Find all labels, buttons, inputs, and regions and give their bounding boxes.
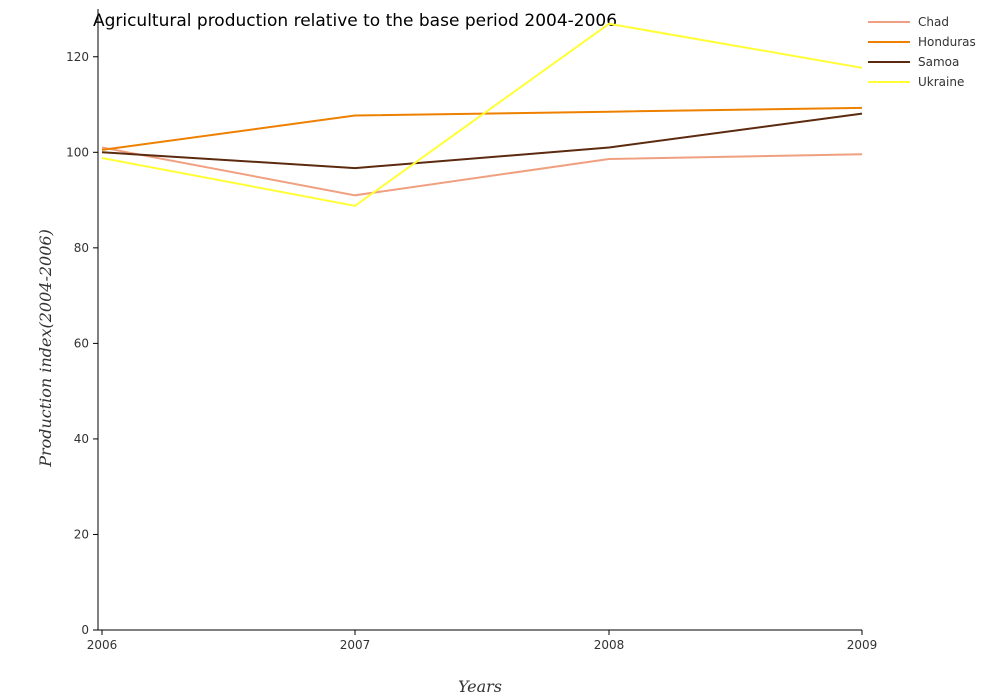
legend-label-honduras: Honduras bbox=[918, 35, 976, 49]
x-tick-label: 2009 bbox=[847, 638, 878, 652]
y-tick-label: 60 bbox=[74, 336, 89, 350]
y-tick-label: 100 bbox=[66, 145, 89, 159]
series-line-ukraine bbox=[101, 22, 863, 207]
series-line-samoa bbox=[101, 112, 863, 170]
x-tick-label: 2007 bbox=[340, 638, 371, 652]
series-line-chad bbox=[101, 146, 863, 197]
x-axis-label: Years bbox=[458, 677, 502, 696]
y-tick-label: 20 bbox=[74, 527, 89, 541]
x-tick-label: 2006 bbox=[87, 638, 118, 652]
series-lines bbox=[101, 22, 863, 207]
y-axis-label: Production index(2004-2006) bbox=[36, 229, 55, 468]
legend: Chad Honduras Samoa Ukraine bbox=[868, 15, 976, 89]
chart-title: Agricultural production relative to the … bbox=[93, 11, 617, 31]
legend-label-ukraine: Ukraine bbox=[918, 75, 964, 89]
legend-label-chad: Chad bbox=[918, 15, 949, 29]
x-ticks: 2006 2007 2008 2009 bbox=[87, 630, 878, 652]
y-tick-label: 0 bbox=[81, 623, 89, 637]
y-tick-label: 80 bbox=[74, 241, 89, 255]
y-tick-label: 120 bbox=[66, 50, 89, 64]
legend-label-samoa: Samoa bbox=[918, 55, 959, 69]
y-tick-label: 40 bbox=[74, 432, 89, 446]
y-ticks: 0 20 40 60 80 100 120 bbox=[66, 50, 98, 637]
x-tick-label: 2008 bbox=[594, 638, 625, 652]
